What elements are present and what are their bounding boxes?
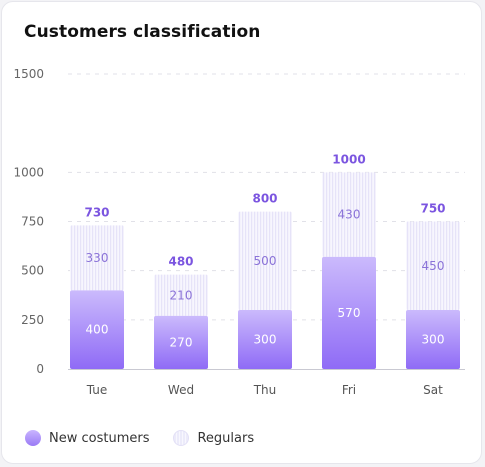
- total-label-wed: 480: [168, 255, 193, 269]
- new-value-label-thu: 300: [254, 333, 277, 347]
- bars: [70, 172, 460, 369]
- legend-swatch-new-costumers: [25, 430, 41, 446]
- bar-regulars-tue: [70, 225, 124, 291]
- chart-title: Customers classification: [24, 22, 261, 42]
- total-label-tue: 730: [84, 205, 109, 219]
- new-value-label-wed: 270: [170, 335, 193, 349]
- regulars-value-label-fri: 430: [338, 208, 361, 222]
- bar-new-thu: [238, 310, 292, 369]
- legend-label-new-costumers: New costumers: [49, 430, 150, 446]
- bar-new-sat: [406, 310, 460, 369]
- x-tick-label-sat: Sat: [423, 383, 443, 397]
- total-label-fri: 1000: [332, 152, 365, 166]
- bar-regulars-wed: [154, 274, 208, 316]
- labels: 0 250 500 750 1000 1500 730 330 400 Tue 480 210 270 W…: [13, 67, 445, 397]
- legend-label-regulars: Regulars: [197, 430, 255, 446]
- new-value-label-sat: 300: [422, 333, 445, 347]
- legend-item-new-costumers[interactable]: New costumers: [25, 430, 149, 446]
- legend-swatch-regulars: [173, 430, 190, 446]
- new-value-label-fri: 570: [338, 306, 361, 320]
- regulars-value-label-thu: 500: [254, 254, 277, 268]
- bar-regulars-fri: [322, 172, 376, 257]
- bar-regulars-thu: [238, 211, 292, 310]
- total-label-thu: 800: [252, 192, 277, 206]
- legend: New costumers Regulars: [25, 430, 278, 446]
- bar-new-fri: [322, 256, 376, 369]
- total-label-sat: 750: [420, 202, 445, 216]
- y-tick-label-1500: 1500: [13, 67, 44, 81]
- legend-item-regulars[interactable]: Regulars: [173, 430, 254, 446]
- y-tick-label-750: 750: [21, 215, 44, 229]
- regulars-value-label-tue: 330: [86, 251, 109, 265]
- y-tick-label-1000: 1000: [13, 165, 44, 179]
- bar-new-wed: [154, 315, 208, 369]
- new-value-label-tue: 400: [86, 323, 109, 337]
- bar-new-tue: [70, 290, 124, 369]
- y-tick-label-500: 500: [21, 264, 44, 278]
- x-tick-label-thu: Thu: [253, 383, 277, 397]
- y-tick-label-0: 0: [36, 362, 44, 376]
- x-tick-label-fri: Fri: [342, 383, 356, 397]
- bar-regulars-sat: [406, 221, 460, 310]
- regulars-value-label-sat: 450: [422, 259, 445, 273]
- regulars-value-label-wed: 210: [170, 288, 193, 302]
- x-tick-label-tue: Tue: [86, 383, 108, 397]
- y-tick-label-250: 250: [21, 313, 44, 327]
- x-tick-label-wed: Wed: [168, 383, 194, 397]
